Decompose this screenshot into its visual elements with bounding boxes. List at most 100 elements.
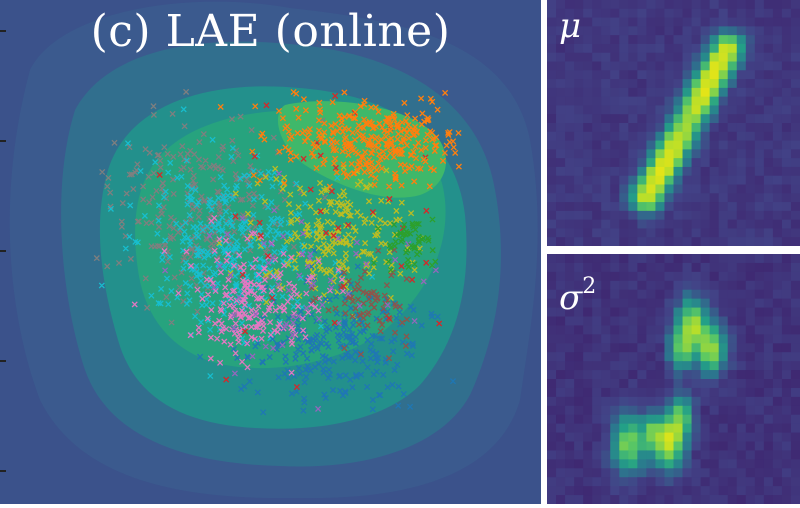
pixel: [763, 414, 774, 425]
pixel: [583, 184, 593, 194]
pixel: [772, 325, 783, 335]
pixel: [601, 343, 611, 353]
pixel: [556, 140, 566, 150]
pixel: [556, 396, 566, 407]
pixel: [574, 123, 584, 133]
pixel: [664, 131, 674, 141]
pixel: [619, 379, 629, 389]
pixel: [583, 131, 593, 141]
pixel: [754, 254, 765, 264]
pixel: [592, 459, 602, 469]
pixel: [664, 114, 674, 124]
pixel: [790, 219, 800, 229]
pixel: [628, 140, 638, 150]
pixel: [745, 105, 756, 115]
pixel: [628, 52, 638, 62]
pixel: [610, 370, 620, 380]
pixel: [601, 325, 611, 335]
pixel: [655, 361, 665, 371]
pixel: [781, 432, 792, 442]
pixel: [565, 166, 575, 177]
pixel: [628, 61, 638, 71]
pixel: [601, 79, 611, 89]
pixel: [709, 0, 720, 10]
pixel: [682, 405, 692, 416]
pixel: [727, 61, 738, 71]
pixel: [637, 450, 647, 460]
pixel: [682, 289, 692, 300]
pixel: [619, 61, 629, 71]
pixel: [664, 298, 674, 308]
mean-image: [547, 0, 800, 247]
pixel: [583, 96, 593, 106]
pixel: [691, 193, 702, 203]
pixel: [754, 405, 765, 416]
pixel: [682, 254, 692, 264]
pixel: [700, 254, 711, 264]
pixel: [763, 114, 774, 124]
pixel: [592, 210, 602, 221]
pixel: [610, 405, 620, 416]
pixel: [781, 52, 792, 62]
pixel: [718, 52, 729, 62]
pixel: [565, 289, 575, 300]
pixel: [646, 158, 656, 168]
pixel: [637, 0, 647, 10]
pixel: [745, 87, 756, 98]
pixel: [601, 149, 611, 159]
pixel: [655, 114, 665, 124]
pixel: [619, 361, 629, 371]
pixel: [772, 175, 783, 185]
pixel: [610, 26, 620, 36]
pixel: [601, 202, 611, 212]
pixel: [691, 8, 702, 18]
pixel: [745, 450, 756, 460]
pixel: [745, 175, 756, 185]
pixel: [592, 87, 602, 98]
pixel: [565, 87, 575, 98]
pixel: [736, 0, 747, 10]
pixel: [664, 307, 674, 317]
pixel: [610, 35, 620, 45]
pixel: [556, 8, 566, 18]
pixel: [709, 423, 720, 433]
pixel: [556, 271, 566, 282]
pixel: [727, 149, 738, 159]
pixel: [745, 352, 756, 362]
pixel: [655, 352, 665, 362]
pixel: [691, 477, 702, 487]
pixel: [664, 370, 674, 380]
pixel: [745, 193, 756, 203]
pixel: [619, 307, 629, 317]
pixel: [601, 35, 611, 45]
pixel: [763, 334, 774, 344]
pixel: [601, 131, 611, 141]
pixel: [664, 0, 674, 10]
pixel: [619, 280, 629, 291]
pixel: [700, 79, 711, 89]
pixel: [547, 343, 557, 353]
pixel: [592, 477, 602, 487]
pixel: [574, 387, 584, 398]
pixel: [691, 370, 702, 380]
pixel: [565, 79, 575, 89]
pixel: [682, 486, 692, 496]
pixel: [601, 307, 611, 317]
pixel: [592, 405, 602, 416]
pixel: [709, 79, 720, 89]
pixel: [547, 105, 557, 115]
pixel: [592, 79, 602, 89]
pixel: [646, 0, 656, 10]
pixel: [556, 175, 566, 185]
pixel: [781, 343, 792, 353]
pixel: [628, 96, 638, 106]
pixel: [619, 8, 629, 18]
pixel: [736, 8, 747, 18]
pixel: [637, 35, 647, 45]
pixel: [637, 175, 647, 185]
pixel: [628, 280, 638, 291]
pixel: [637, 468, 647, 478]
pixel: [727, 325, 738, 335]
pixel: [691, 262, 702, 273]
pixel: [547, 35, 557, 45]
